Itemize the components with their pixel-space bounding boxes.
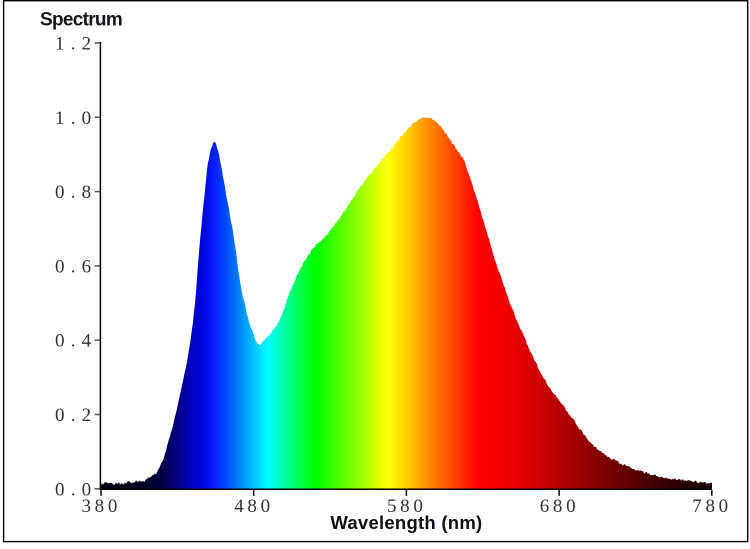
svg-text:1.0: 1.0 (55, 108, 97, 129)
svg-text:Spectrum: Spectrum (40, 9, 122, 30)
svg-text:380: 380 (81, 496, 121, 517)
svg-text:1.2: 1.2 (55, 34, 97, 55)
svg-text:0.6: 0.6 (55, 256, 97, 277)
svg-text:0.0: 0.0 (55, 479, 97, 500)
svg-text:0.4: 0.4 (55, 331, 97, 352)
svg-text:680: 680 (540, 496, 580, 517)
svg-text:480: 480 (234, 496, 274, 517)
svg-text:Wavelength (nm): Wavelength (nm) (330, 512, 482, 533)
svg-text:580: 580 (387, 496, 427, 517)
svg-text:780: 780 (692, 496, 732, 517)
svg-text:0.2: 0.2 (55, 405, 97, 426)
svg-text:0.8: 0.8 (55, 182, 97, 203)
